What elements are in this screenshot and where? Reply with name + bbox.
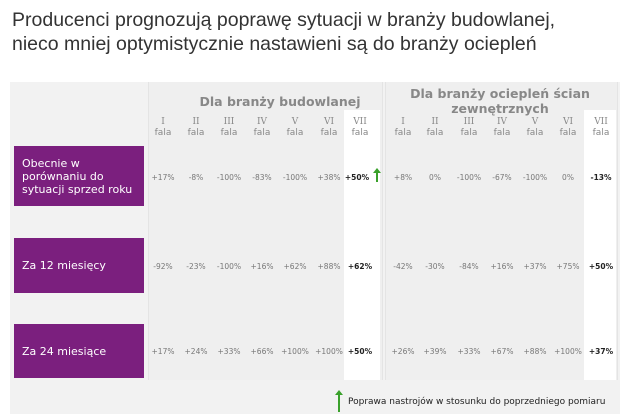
highlight-column xyxy=(584,110,616,380)
table-cell: -100% xyxy=(216,262,242,271)
table-cell: +17% xyxy=(151,173,175,182)
table-cell: -100% xyxy=(216,173,242,182)
wave-number: VI xyxy=(562,117,574,127)
table-cell: +16% xyxy=(250,262,274,271)
table-cell: -100% xyxy=(282,173,308,182)
wave-suffix: fala xyxy=(220,128,238,138)
legend-text: Poprawa nastrojów w stosunku do poprzedn… xyxy=(348,397,606,407)
table-cell: +88% xyxy=(317,262,341,271)
wave-number: II xyxy=(192,117,200,127)
table-cell: -92% xyxy=(153,262,173,271)
wave-suffix: fala xyxy=(426,128,444,138)
table-cell: -13% xyxy=(590,173,612,182)
table-cell: 0% xyxy=(429,173,441,182)
wave-number: IV xyxy=(256,117,268,127)
row-label: Za 12 miesięcy xyxy=(14,238,144,293)
panel-insulation xyxy=(385,82,618,380)
table-cell: -100% xyxy=(522,173,548,182)
table-cell: +50% xyxy=(347,347,373,356)
wave-header: III fala xyxy=(211,117,247,139)
wave-number: I xyxy=(161,117,165,127)
table-cell: +26% xyxy=(391,347,415,356)
wave-number: III xyxy=(463,117,475,127)
wave-header: VI fala xyxy=(311,117,347,139)
table-cell: +50% xyxy=(588,262,614,271)
wave-number: III xyxy=(223,117,235,127)
table-cell: +16% xyxy=(490,262,514,271)
wave-suffix: fala xyxy=(394,128,412,138)
table-cell: +37% xyxy=(588,347,614,356)
table-cell: +66% xyxy=(250,347,274,356)
wave-number: I xyxy=(401,117,405,127)
wave-header: VII fala xyxy=(583,117,619,139)
table-cell: +88% xyxy=(523,347,547,356)
table-cell: +67% xyxy=(490,347,514,356)
table-cell: +62% xyxy=(283,262,307,271)
highlight-column xyxy=(344,110,380,380)
wave-header: II fala xyxy=(417,117,453,139)
table-cell: +17% xyxy=(151,347,175,356)
table-cell: +33% xyxy=(457,347,481,356)
wave-suffix: fala xyxy=(320,128,338,138)
panel-title: Dla branży budowlanej xyxy=(199,94,361,109)
table-cell: +37% xyxy=(523,262,547,271)
wave-suffix: fala xyxy=(460,128,478,138)
table-cell: -23% xyxy=(186,262,206,271)
wave-suffix: fala xyxy=(559,128,577,138)
page-title: Producenci prognozują poprawę sytuacji w… xyxy=(12,8,555,56)
wave-number: VII xyxy=(353,117,367,127)
table-cell: +50% xyxy=(344,173,370,182)
wave-header: II fala xyxy=(178,117,214,139)
wave-suffix: fala xyxy=(351,128,369,138)
row-label: Obecnie w porównaniu do sytuacji sprzed … xyxy=(14,146,144,206)
wave-number: IV xyxy=(496,117,508,127)
wave-suffix: fala xyxy=(187,128,205,138)
wave-number: VI xyxy=(323,117,335,127)
table-cell: +62% xyxy=(347,262,373,271)
table-cell: +100% xyxy=(554,347,582,356)
row-label: Za 24 miesiące xyxy=(14,324,144,378)
wave-number: V xyxy=(291,117,299,127)
wave-suffix: fala xyxy=(154,128,172,138)
panel-construction xyxy=(148,82,383,380)
wave-header: IV fala xyxy=(244,117,280,139)
legend-arrow-icon xyxy=(335,390,343,412)
table-cell: +24% xyxy=(184,347,208,356)
table-cell: +100% xyxy=(281,347,309,356)
wave-suffix: fala xyxy=(592,128,610,138)
table-cell: +38% xyxy=(317,173,341,182)
table-cell: 0% xyxy=(562,173,574,182)
wave-header: VI fala xyxy=(550,117,586,139)
wave-suffix: fala xyxy=(526,128,544,138)
table-cell: -30% xyxy=(425,262,445,271)
table-cell: -84% xyxy=(459,262,479,271)
wave-number: VII xyxy=(594,117,608,127)
table-cell: +100% xyxy=(315,347,343,356)
wave-suffix: fala xyxy=(493,128,511,138)
table-cell: +75% xyxy=(556,262,580,271)
title-line-2: nieco mniej optymistycznie nastawieni są… xyxy=(12,33,537,55)
table-cell: -67% xyxy=(492,173,512,182)
table-cell: +33% xyxy=(217,347,241,356)
table-cell: -8% xyxy=(188,173,204,182)
wave-number: V xyxy=(531,117,539,127)
improvement-arrow-icon xyxy=(373,168,381,182)
table-cell: -42% xyxy=(393,262,413,271)
table-cell: -83% xyxy=(252,173,272,182)
wave-number: II xyxy=(431,117,439,127)
table-cell: +39% xyxy=(423,347,447,356)
wave-header: IV fala xyxy=(484,117,520,139)
panel-title: Dla branży ociepleń ścian zewnętrznych xyxy=(410,86,590,116)
wave-suffix: fala xyxy=(253,128,271,138)
table-cell: +8% xyxy=(393,173,413,182)
title-line-1: Producenci prognozują poprawę sytuacji w… xyxy=(12,9,556,31)
wave-suffix: fala xyxy=(286,128,304,138)
wave-header: VII fala xyxy=(342,117,378,139)
table-cell: -100% xyxy=(456,173,482,182)
wave-header: III fala xyxy=(451,117,487,139)
